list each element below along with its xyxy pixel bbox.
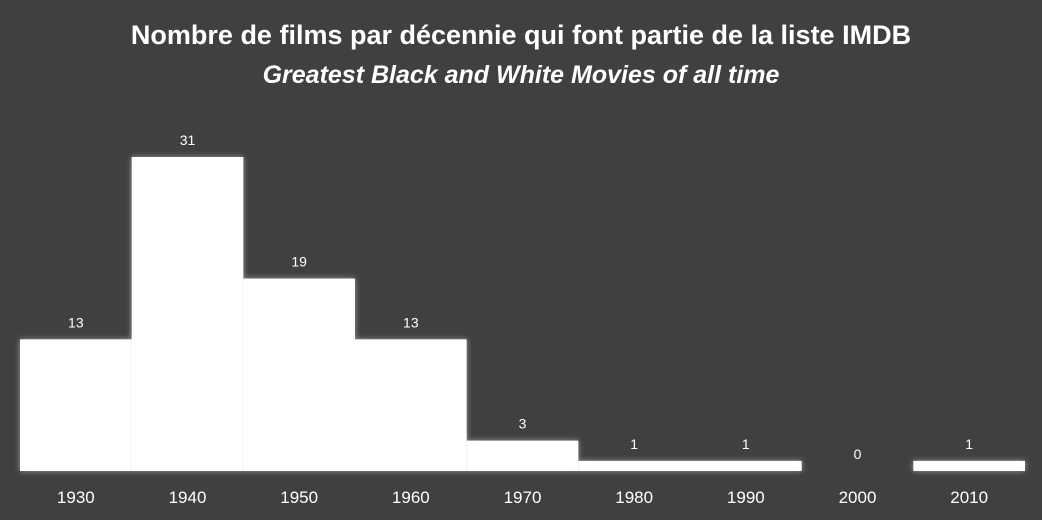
tick-label-2000: 2000 [839, 488, 877, 507]
bar-1930 [20, 339, 132, 471]
data-label-1980: 1 [630, 436, 638, 452]
chart-subtitle: Greatest Black and White Movies of all t… [263, 61, 780, 89]
bars-group [20, 157, 1025, 471]
tick-label-1980: 1980 [615, 488, 653, 507]
tick-label-1950: 1950 [280, 488, 318, 507]
bar-1980 [578, 460, 690, 471]
x-axis-ticks: 1930 1940 1950 1960 1970 1980 1990 2000 2010 [57, 488, 988, 507]
bar-1940 [131, 157, 244, 471]
bar-1950 [243, 278, 355, 471]
tick-label-2010: 2010 [950, 488, 988, 507]
chart-title: Nombre de films par décennie qui font pa… [131, 20, 911, 50]
tick-label-1970: 1970 [504, 488, 542, 507]
tick-label-1990: 1990 [727, 488, 765, 507]
data-label-1960: 13 [403, 314, 419, 330]
bar-1970 [466, 440, 579, 471]
data-label-1990: 1 [742, 436, 750, 452]
tick-label-1940: 1940 [169, 488, 207, 507]
bar-2010 [913, 460, 1025, 471]
data-label-1930: 13 [68, 314, 84, 330]
data-label-1950: 19 [291, 254, 307, 270]
tick-label-1930: 1930 [57, 488, 95, 507]
data-label-2010: 1 [965, 436, 973, 452]
bar-1990 [690, 460, 802, 471]
data-label-1940: 31 [180, 132, 196, 148]
data-label-2000: 0 [854, 446, 862, 462]
data-label-1970: 3 [519, 416, 527, 432]
bar-1960 [355, 339, 467, 471]
tick-label-1960: 1960 [392, 488, 430, 507]
